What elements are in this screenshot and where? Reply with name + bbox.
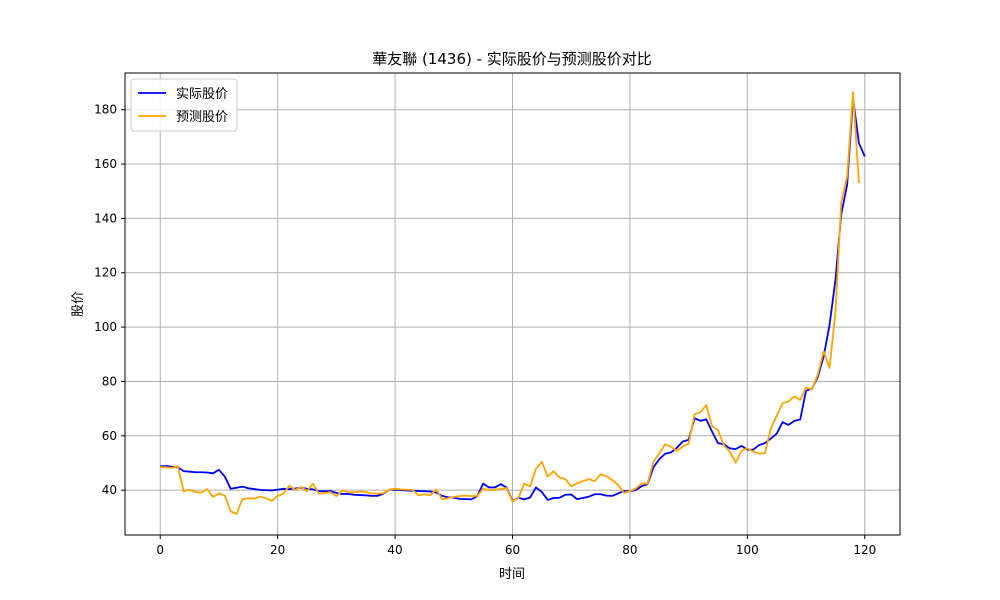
legend-label-predicted: 预测股价	[176, 110, 228, 125]
x-axis-title: 时间	[499, 567, 525, 582]
y-axis: 40 60 80 100 120 140 160 180	[94, 103, 125, 497]
grid	[125, 73, 900, 535]
y-tick-label: 40	[102, 483, 117, 497]
y-tick-label: 80	[102, 374, 117, 388]
x-tick-label: 80	[622, 543, 637, 557]
y-tick-label: 100	[94, 320, 117, 334]
y-tick-label: 60	[102, 429, 117, 443]
x-tick-label: 20	[270, 543, 285, 557]
legend-box	[130, 78, 238, 132]
y-tick-label: 140	[94, 211, 117, 225]
x-tick-label: 60	[505, 543, 520, 557]
x-tick-label: 40	[387, 543, 402, 557]
y-tick-label: 160	[94, 157, 117, 171]
legend-label-actual: 实际股价	[176, 87, 228, 102]
x-tick-label: 120	[853, 543, 876, 557]
y-axis-title: 股价	[71, 291, 86, 317]
y-tick-label: 120	[94, 266, 117, 280]
x-tick-label: 100	[736, 543, 759, 557]
x-tick-label: 0	[156, 543, 164, 557]
series-layer	[160, 91, 866, 515]
legend: 实际股价 预测股价	[130, 78, 238, 132]
chart-title: 華友聯 (1436) - 实际股价与预测股价对比	[372, 50, 652, 68]
y-tick-label: 180	[94, 103, 117, 117]
x-axis: 0 20 40 60 80 100 120	[156, 535, 876, 557]
predicted-price-line	[160, 91, 860, 515]
